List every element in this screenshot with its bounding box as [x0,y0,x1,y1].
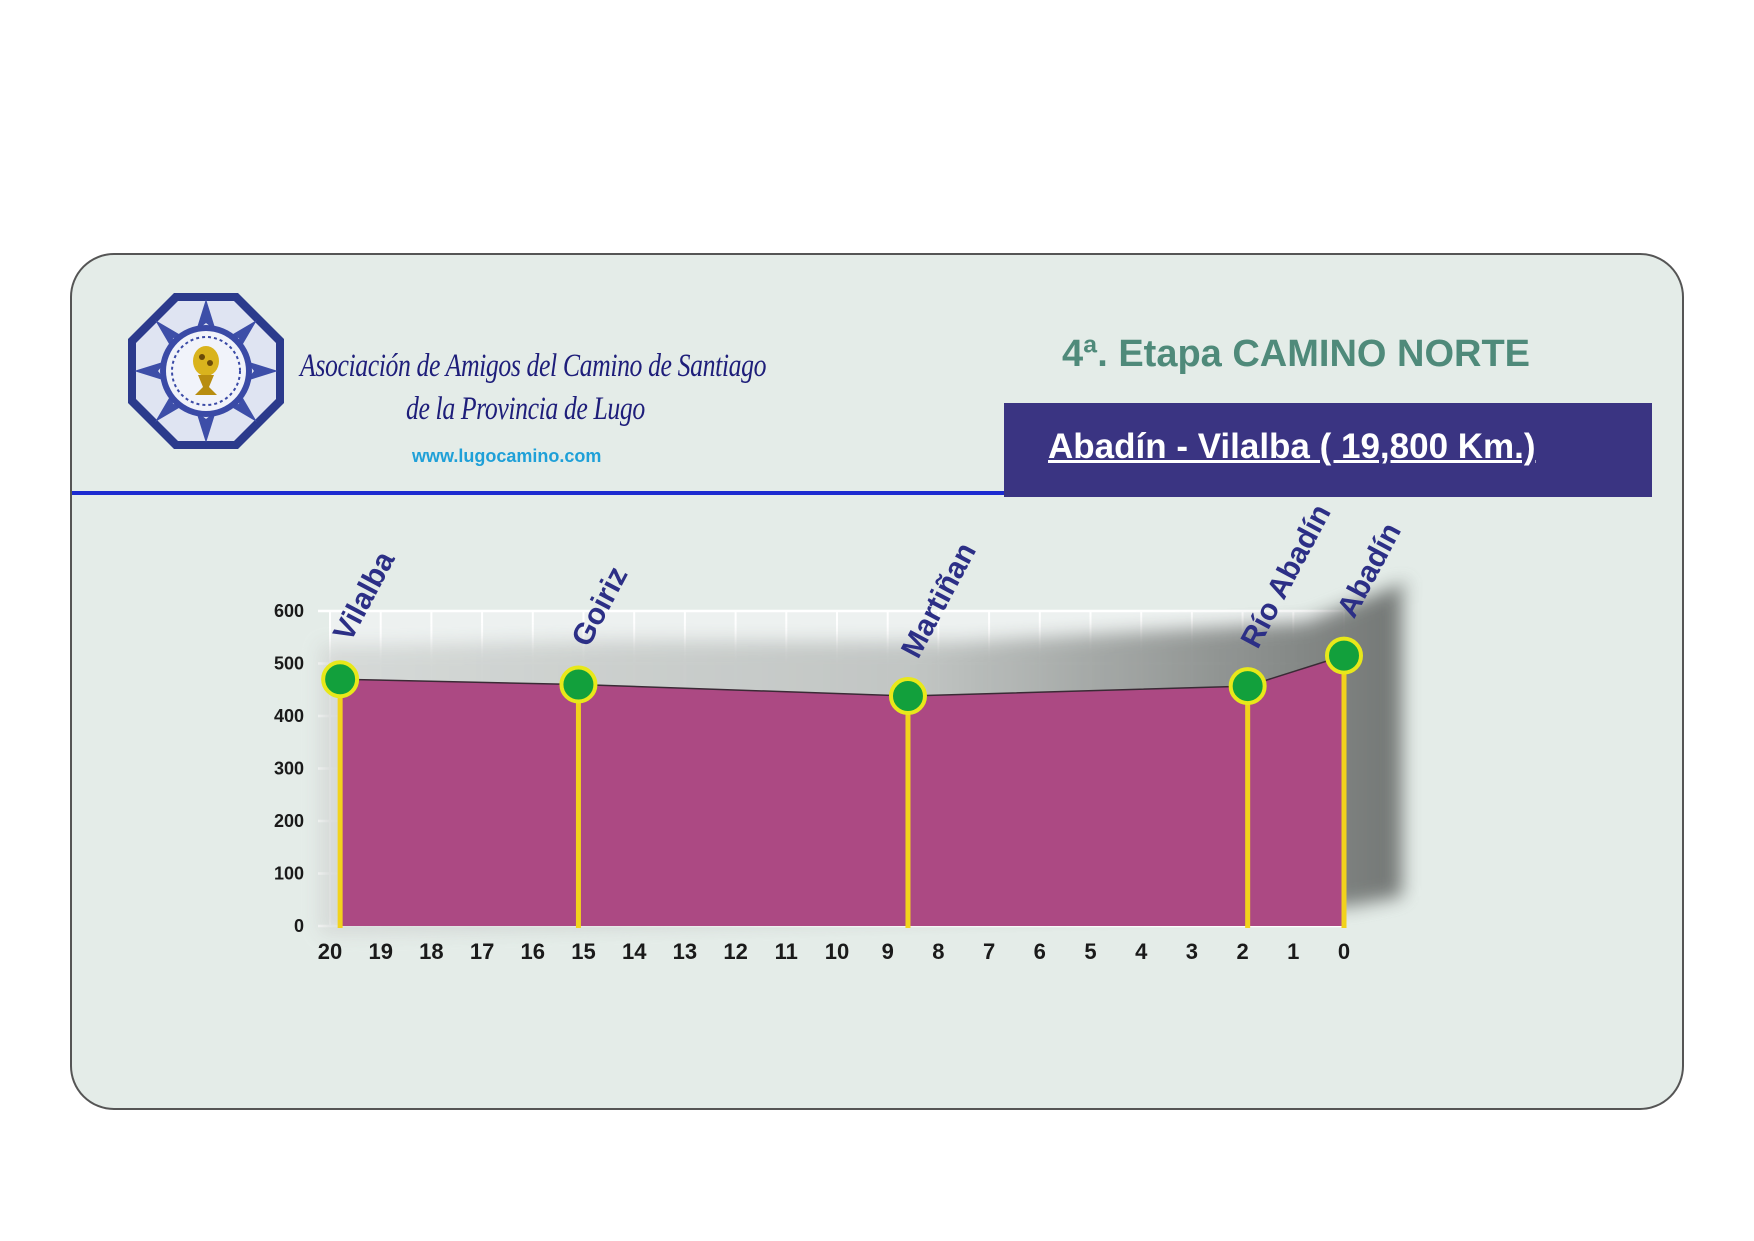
x-tick-label: 17 [470,939,494,964]
header-divider [72,491,1040,495]
waypoint-marker [888,677,927,716]
profile-card: Asociación de Amigos del Camino de Santi… [70,253,1684,1110]
x-tick-label: 20 [318,939,342,964]
y-tick-label: 0 [294,916,304,936]
route-label: Abadín - Vilalba ( 19,800 Km.) [1048,427,1536,466]
x-tick-label: 13 [673,939,697,964]
y-tick-label: 100 [274,864,304,884]
waypoint-marker [559,665,598,704]
x-tick-label: 2 [1236,939,1248,964]
y-tick-label: 300 [274,759,304,779]
waypoint-marker [1228,667,1267,706]
x-tick-label: 15 [571,939,595,964]
stage-title: 4ª. Etapa CAMINO NORTE [1062,333,1531,375]
y-tick-label: 200 [274,811,304,831]
elevation-area [340,655,1344,926]
route-banner: Abadín - Vilalba ( 19,800 Km.) [1004,403,1652,497]
organization-province: de la Provincia de Lugo [406,391,645,427]
x-tick-label: 14 [622,939,647,964]
x-tick-label: 1 [1287,939,1299,964]
x-tick-label: 4 [1135,939,1148,964]
association-seal-icon [128,293,284,449]
y-tick-label: 400 [274,706,304,726]
x-tick-label: 3 [1186,939,1198,964]
x-tick-label: 8 [932,939,944,964]
y-tick-label: 600 [274,601,304,621]
x-tick-label: 12 [723,939,747,964]
x-tick-label: 19 [368,939,392,964]
y-tick-label: 500 [274,654,304,674]
x-tick-label: 16 [521,939,545,964]
x-tick-label: 10 [825,939,849,964]
waypoint-marker [1325,636,1363,675]
x-tick-label: 11 [775,939,798,964]
organization-name: Asociación de Amigos del Camino de Santi… [300,348,767,384]
website-link[interactable]: www.lugocamino.com [412,446,602,466]
waypoint-marker [321,660,360,699]
x-tick-label: 18 [419,939,443,964]
x-tick-label: 5 [1084,939,1096,964]
x-tick-label: 9 [882,939,894,964]
x-tick-label: 6 [1034,939,1046,964]
x-tick-label: 0 [1338,939,1350,964]
x-tick-label: 7 [983,939,995,964]
